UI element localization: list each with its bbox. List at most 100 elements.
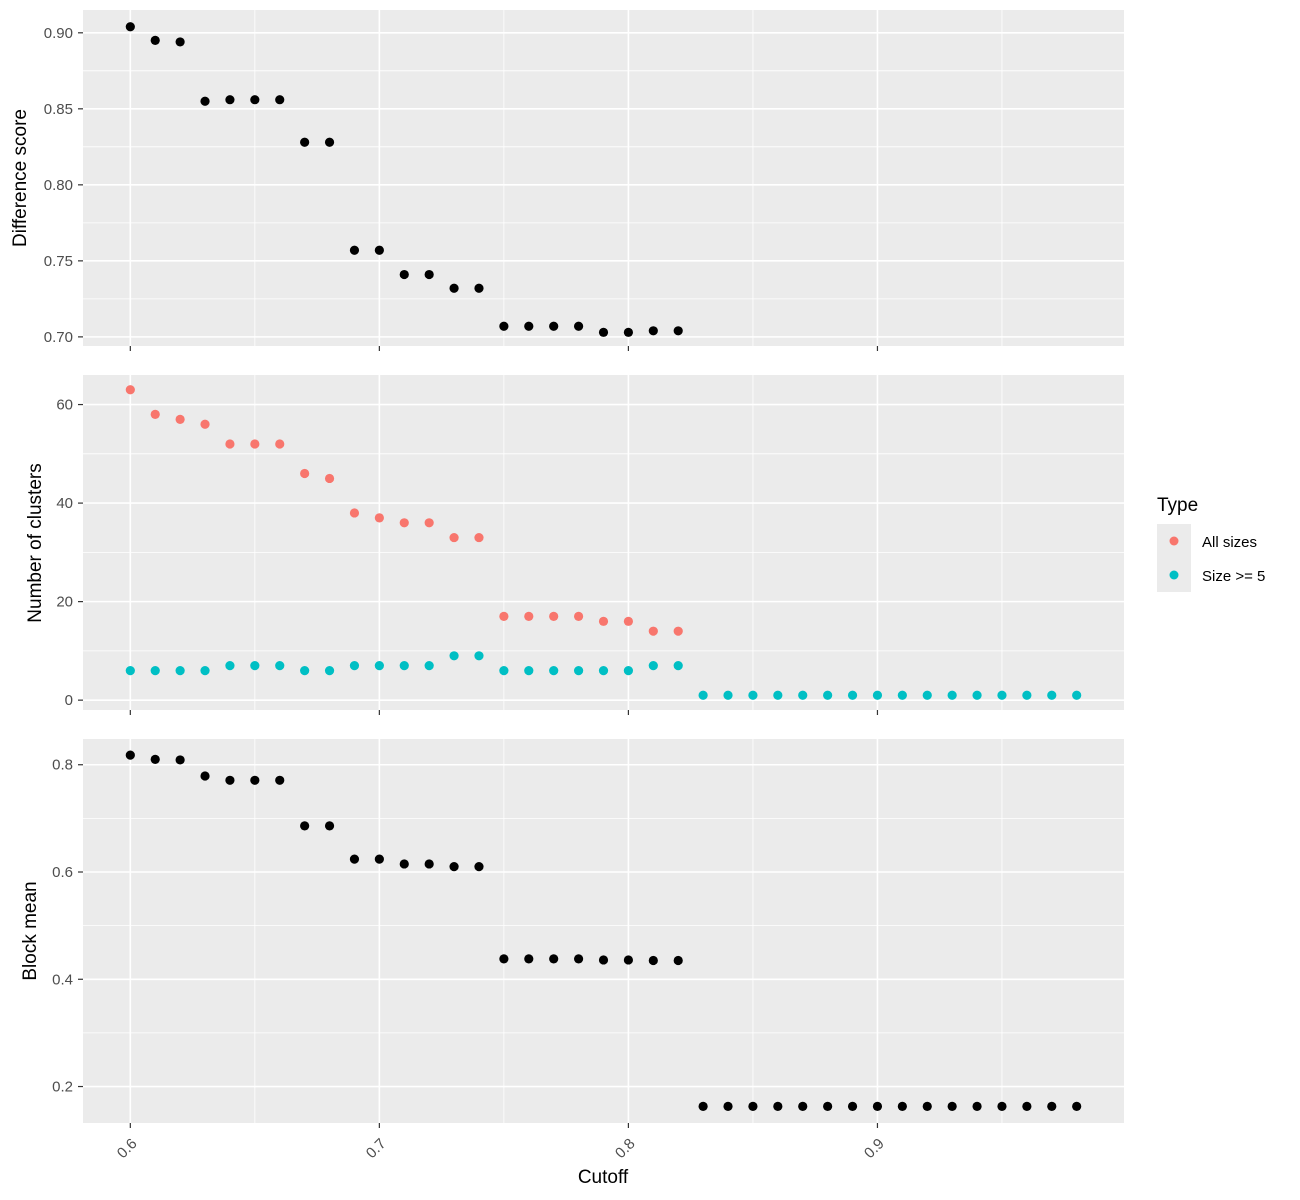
y-tick-label: 0.70	[44, 329, 73, 346]
data-point-series	[424, 859, 434, 869]
data-points	[125, 750, 1082, 1111]
data-point-series	[324, 821, 335, 831]
data-point-series	[250, 95, 260, 105]
data-point-series	[300, 137, 310, 147]
legend-title: Type	[1157, 495, 1198, 516]
x-axis-ticks	[129, 1123, 879, 1128]
data-point-all-sizes	[300, 468, 310, 479]
data-point-series	[723, 1101, 733, 1111]
y-axis-title: Difference score	[10, 109, 31, 247]
y-tick-label: 0.80	[44, 177, 73, 194]
data-point-all-sizes	[275, 439, 285, 449]
data-point-series	[499, 954, 509, 964]
data-point-series	[847, 1101, 858, 1111]
data-point-size-5	[200, 665, 210, 676]
y-axis-ticks: 0.70 0.75 0.80 0.85 0.90	[44, 25, 83, 346]
data-point-size-5	[748, 690, 758, 700]
data-point-size-5	[125, 665, 135, 676]
data-point-series	[499, 321, 509, 331]
data-point-series	[374, 245, 384, 255]
data-point-series	[549, 321, 559, 331]
data-point-size-5	[623, 665, 634, 676]
data-point-size-5	[773, 690, 783, 700]
x-tick-label: 0.8	[612, 1135, 639, 1162]
data-point-series	[598, 327, 609, 337]
data-point-series	[524, 321, 534, 331]
data-point-series	[1072, 1101, 1082, 1111]
panel-background	[83, 739, 1124, 1123]
data-point-series	[275, 95, 285, 105]
y-axis-title: Block mean	[20, 881, 41, 980]
y-tick-label: 40	[56, 495, 73, 512]
data-point-series	[997, 1101, 1007, 1111]
x-axis-ticks	[129, 710, 879, 715]
data-point-series	[200, 96, 210, 106]
y-tick-label: 0.8	[52, 757, 73, 774]
legend-label-all-sizes: All sizes	[1202, 534, 1257, 551]
data-point-series	[698, 1101, 708, 1111]
gridlines	[83, 739, 1124, 1123]
x-axis-title: Cutoff	[578, 1167, 629, 1188]
data-point-all-sizes	[449, 532, 459, 543]
data-point-all-sizes	[225, 439, 235, 449]
data-point-series	[175, 37, 185, 47]
data-point-size-5	[225, 661, 235, 671]
data-point-size-5	[324, 665, 335, 676]
y-tick-label: 0.4	[52, 971, 73, 988]
data-point-all-sizes	[573, 611, 584, 621]
data-point-size-5	[997, 690, 1007, 700]
data-point-series	[872, 1101, 883, 1111]
x-tick-label: 0.7	[363, 1135, 390, 1162]
legend-key-size-ge-5	[1169, 570, 1179, 580]
data-point-series	[648, 955, 658, 966]
data-point-series	[474, 283, 484, 293]
data-point-size-5	[275, 661, 285, 671]
data-point-series	[125, 750, 135, 760]
data-point-series	[150, 35, 160, 46]
panel-difference-score: 0.70 0.75 0.80 0.85 0.90 Difference score	[10, 10, 1124, 351]
data-point-series	[524, 954, 534, 964]
data-point-all-sizes	[200, 419, 210, 429]
panel-number-of-clusters: 0 20 40 60 Number of clusters	[25, 375, 1124, 715]
y-axis-ticks: 0 20 40 60	[56, 397, 83, 709]
data-point-size-5	[175, 665, 185, 676]
data-point-size-5	[872, 690, 883, 700]
data-point-all-sizes	[499, 611, 509, 621]
data-point-series	[449, 283, 459, 293]
data-point-size-5	[723, 690, 733, 700]
data-point-series	[673, 326, 683, 336]
panel-background	[83, 375, 1124, 710]
data-point-size-5	[349, 661, 360, 671]
data-point-all-sizes	[549, 611, 559, 621]
data-point-size-5	[947, 690, 957, 700]
data-point-series	[300, 821, 310, 831]
data-point-size-5	[424, 661, 434, 671]
data-point-size-5	[823, 690, 833, 700]
data-point-series	[399, 859, 409, 869]
data-point-series	[424, 269, 434, 280]
y-axis-title: Number of clusters	[25, 463, 46, 622]
data-point-series	[275, 775, 285, 785]
data-point-all-sizes	[349, 508, 360, 518]
data-point-all-sizes	[673, 626, 683, 636]
data-point-size-5	[549, 665, 559, 676]
y-tick-label: 0.75	[44, 253, 73, 270]
data-point-size-5	[499, 665, 509, 676]
data-point-size-5	[524, 665, 534, 676]
data-point-series	[673, 955, 683, 966]
data-point-size-5	[847, 690, 858, 700]
data-point-all-sizes	[324, 473, 335, 484]
legend: Type All sizes Size >= 5	[1157, 495, 1265, 592]
data-point-size-5	[150, 665, 160, 676]
data-point-series	[175, 755, 185, 765]
data-point-size-5	[798, 690, 808, 700]
data-point-size-5	[573, 665, 584, 676]
x-axis-tick-labels: 0.6 0.7 0.8 0.9	[114, 1135, 888, 1162]
gridlines	[83, 375, 1124, 710]
data-point-series	[1022, 1101, 1032, 1111]
data-point-series	[897, 1101, 907, 1111]
data-point-series	[349, 854, 360, 864]
data-point-size-5	[648, 661, 658, 671]
data-point-series	[150, 754, 160, 764]
legend-key-all-sizes	[1169, 536, 1179, 546]
